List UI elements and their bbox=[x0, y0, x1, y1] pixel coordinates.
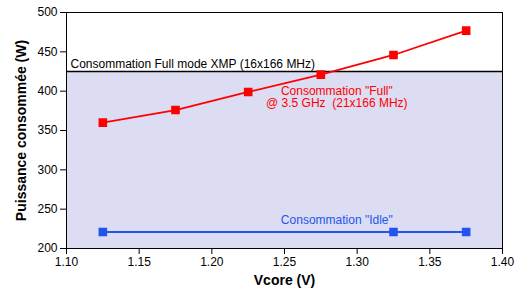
svg-text:1.10: 1.10 bbox=[55, 255, 79, 269]
svg-text:250: 250 bbox=[37, 202, 57, 216]
svg-text:350: 350 bbox=[37, 123, 57, 137]
svg-text:400: 400 bbox=[37, 84, 57, 98]
svg-text:1.15: 1.15 bbox=[127, 255, 151, 269]
svg-text:1.30: 1.30 bbox=[345, 255, 369, 269]
svg-text:1.20: 1.20 bbox=[200, 255, 224, 269]
svg-text:Vcore (V): Vcore (V) bbox=[254, 272, 315, 288]
svg-text:1.40: 1.40 bbox=[491, 255, 515, 269]
svg-text:450: 450 bbox=[37, 45, 57, 59]
svg-text:200: 200 bbox=[37, 241, 57, 255]
svg-text:Consommation "Idle": Consommation "Idle" bbox=[281, 213, 393, 227]
svg-text:1.35: 1.35 bbox=[418, 255, 442, 269]
svg-text:Consommation "Full"@ 3.5 GHz: Consommation "Full"@ 3.5 GHz (21x166 MHz… bbox=[266, 84, 408, 110]
svg-text:Consommation Full mode XMP (16: Consommation Full mode XMP (16x166 MHz) bbox=[71, 57, 316, 71]
svg-text:Puissance consommée (W): Puissance consommée (W) bbox=[13, 40, 29, 221]
svg-text:1.25: 1.25 bbox=[273, 255, 297, 269]
svg-text:300: 300 bbox=[37, 163, 57, 177]
svg-text:500: 500 bbox=[37, 5, 57, 19]
